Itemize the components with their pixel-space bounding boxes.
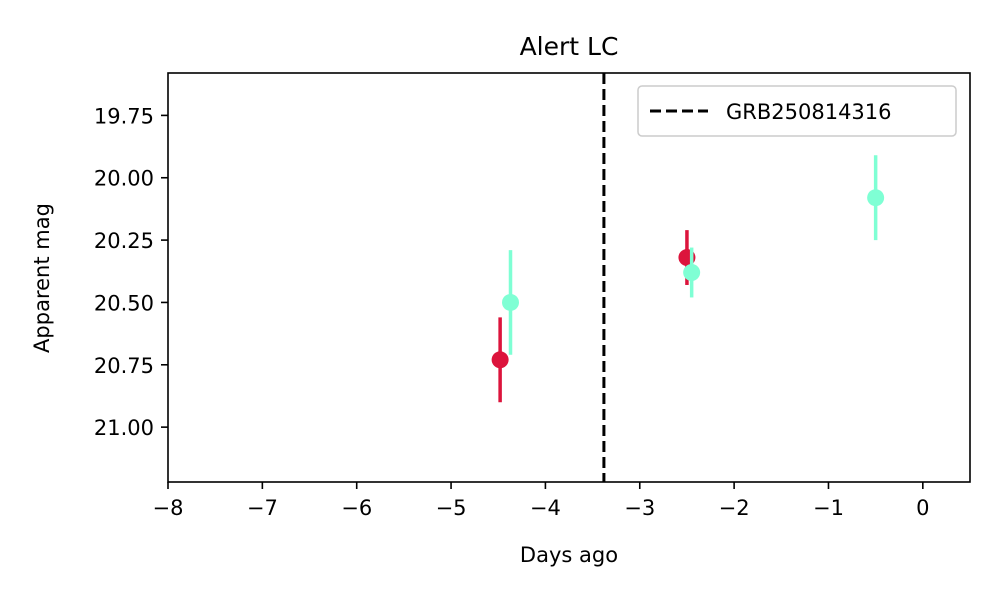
- x-tick-label: −7: [247, 496, 278, 520]
- axes: −8 −7 −6 −5 −4 −3 −2 −1 0 19.75 20.00 20.25 20.50 20.…: [94, 72, 971, 520]
- x-tick-label: −5: [436, 496, 467, 520]
- x-tick-label: −6: [341, 496, 372, 520]
- plot-area: [491, 73, 885, 482]
- x-tick-label: −4: [530, 496, 561, 520]
- y-tick-label: 21.00: [94, 416, 154, 440]
- y-tick-label: 20.00: [94, 167, 154, 191]
- plot-frame: [167, 72, 971, 483]
- data-point: [502, 293, 520, 311]
- data-point: [491, 351, 509, 369]
- y-tick-label: 19.75: [94, 104, 154, 128]
- chart-title: Alert LC: [520, 32, 619, 61]
- data-point: [867, 189, 885, 207]
- x-tick-label: −8: [153, 496, 184, 520]
- y-tick-label: 20.25: [94, 229, 154, 253]
- legend-label: GRB250814316: [726, 100, 892, 124]
- x-tick-label: −3: [624, 496, 655, 520]
- data-point: [683, 264, 701, 282]
- legend-box: [637, 85, 957, 137]
- y-tick-label: 20.50: [94, 291, 154, 315]
- y-axis-label: Apparent mag: [30, 203, 54, 353]
- legend: GRB250814316: [637, 85, 957, 137]
- x-tick-label: −2: [719, 496, 750, 520]
- x-tick-label: −1: [813, 496, 844, 520]
- x-tick-label: 0: [916, 496, 929, 520]
- y-tick-label: 20.75: [94, 354, 154, 378]
- x-axis-label: Days ago: [520, 543, 618, 567]
